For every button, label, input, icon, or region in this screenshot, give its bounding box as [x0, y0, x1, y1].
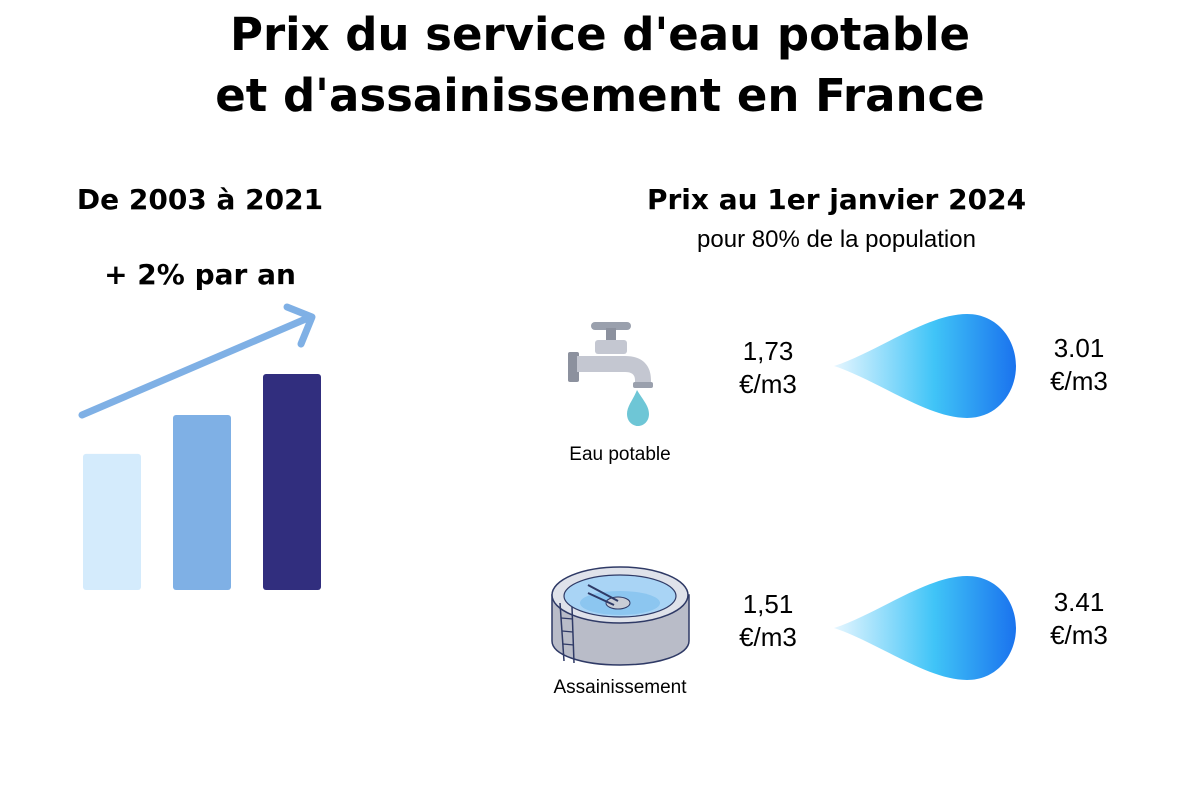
row-1-high-price: 3.01 €/m3 [1014, 332, 1144, 398]
growth-bar-3 [263, 374, 321, 590]
prices-subheading: pour 80% de la population [697, 226, 976, 253]
prices-heading: Prix au 1er janvier 2024 [646, 183, 1027, 216]
treatment-basin-icon [551, 566, 690, 666]
row-2-label: Assainissement [553, 677, 687, 698]
row-2-high-value: 3.41 [1053, 587, 1105, 617]
period-heading: De 2003 à 2021 [76, 183, 324, 216]
price-range-drop-icon [834, 576, 1016, 680]
row-1-low-price: 1,73 €/m3 [703, 335, 833, 401]
growth-rate: + 2% par an [104, 258, 296, 291]
price-range-drop-icon [834, 314, 1016, 418]
title-line-1: Prix du service d'eau potable [229, 8, 971, 61]
growth-bar-chart [78, 303, 321, 590]
row-2-high-unit: €/m3 [1050, 620, 1108, 650]
growth-bar-2 [173, 415, 231, 590]
row-1-low-value: 1,73 [742, 336, 794, 366]
row-1-high-value: 3.01 [1053, 333, 1105, 363]
page-title: Prix du service d'eau potable et d'assai… [0, 4, 1200, 126]
row-1-label: Eau potable [569, 444, 671, 465]
row-2-low-unit: €/m3 [739, 622, 797, 652]
trend-arrow-icon [78, 303, 316, 419]
row-2-high-price: 3.41 €/m3 [1014, 586, 1144, 652]
row-2-low-value: 1,51 [742, 589, 794, 619]
water-tap-icon [568, 322, 653, 426]
growth-bar-1 [83, 453, 141, 590]
title-line-2: et d'assainissement en France [215, 69, 985, 122]
row-2-low-price: 1,51 €/m3 [703, 588, 833, 654]
row-1-low-unit: €/m3 [739, 369, 797, 399]
row-1-high-unit: €/m3 [1050, 366, 1108, 396]
